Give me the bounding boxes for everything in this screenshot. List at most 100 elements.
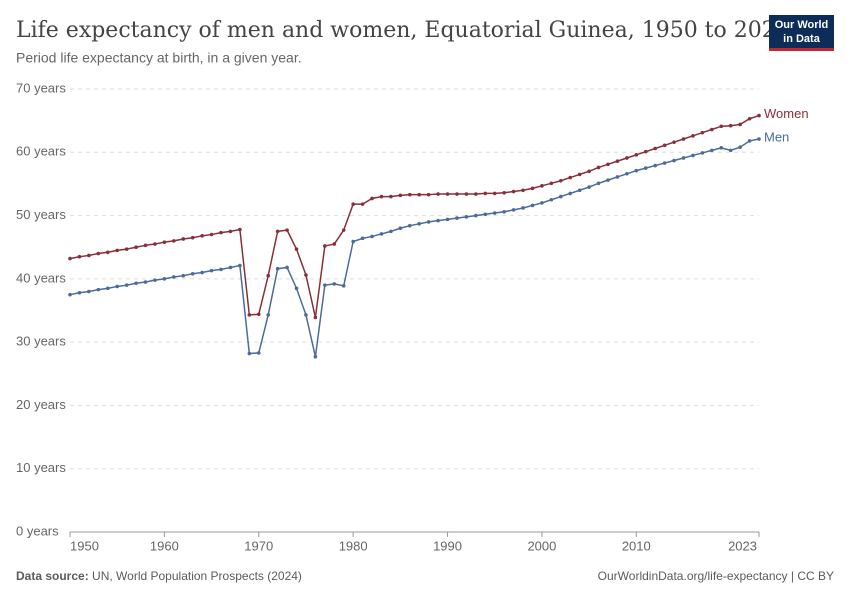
data-point <box>577 172 582 177</box>
data-point <box>719 124 724 129</box>
data-point <box>341 228 346 232</box>
data-point <box>87 289 91 294</box>
data-point <box>209 232 214 237</box>
data-point <box>153 242 157 246</box>
data-point <box>426 192 431 197</box>
data-point <box>691 134 695 138</box>
data-point <box>502 209 506 214</box>
data-point <box>181 273 186 278</box>
data-point <box>568 175 573 180</box>
data-point <box>247 351 252 356</box>
data-point <box>285 228 289 232</box>
data-point <box>681 156 686 160</box>
data-point <box>455 216 459 220</box>
data-point <box>370 234 374 239</box>
data-point <box>615 175 620 179</box>
data-point <box>351 202 355 206</box>
data-point <box>700 130 705 135</box>
data-point <box>606 162 610 167</box>
data-point <box>162 240 167 244</box>
data-point <box>398 226 403 231</box>
y-tick-label: 50 years <box>16 207 66 222</box>
data-point <box>370 196 374 201</box>
data-point <box>285 265 289 270</box>
logo-text: in Data <box>783 33 821 45</box>
data-point <box>323 283 327 287</box>
data-point <box>407 192 412 197</box>
data-point <box>483 212 488 217</box>
data-point <box>426 220 431 224</box>
series-line <box>69 138 760 357</box>
data-point <box>455 192 459 196</box>
data-point <box>332 242 337 246</box>
data-point <box>549 181 554 186</box>
data-point <box>332 282 337 286</box>
data-point <box>710 127 714 132</box>
data-point <box>719 146 724 150</box>
data-point <box>209 268 214 273</box>
data-point <box>474 192 478 196</box>
data-point <box>379 194 384 199</box>
chart-subtitle: Period life expectancy at birth, in a gi… <box>16 50 302 66</box>
data-point <box>323 244 327 248</box>
data-point <box>681 137 686 141</box>
data-point <box>625 156 629 160</box>
data-point <box>124 283 129 287</box>
data-point <box>266 313 271 317</box>
data-point <box>275 229 280 234</box>
data-point <box>606 178 610 182</box>
data-point <box>304 313 308 317</box>
data-point <box>105 250 110 255</box>
x-tick-label: 1960 <box>150 538 179 553</box>
data-point <box>153 278 157 282</box>
logo-stripe <box>769 48 834 51</box>
data-point <box>115 284 119 289</box>
data-point <box>294 247 299 251</box>
x-tick-label: 1980 <box>339 538 368 553</box>
data-point <box>474 213 478 218</box>
data-point <box>653 146 657 151</box>
data-point <box>728 123 733 128</box>
data-point <box>417 192 422 197</box>
data-point <box>360 202 365 206</box>
data-point <box>596 181 601 186</box>
x-tick-label: 2023 <box>728 538 757 553</box>
data-point <box>568 191 573 196</box>
data-point <box>540 201 544 205</box>
data-point <box>483 191 488 196</box>
data-point <box>728 148 733 153</box>
series-label: Women <box>764 106 809 121</box>
y-tick-label: 30 years <box>16 334 66 349</box>
data-point <box>219 230 223 235</box>
data-point <box>96 251 101 256</box>
data-point <box>200 270 204 275</box>
data-point <box>407 223 412 228</box>
y-tick-label: 10 years <box>16 460 66 475</box>
data-point <box>389 194 393 199</box>
data-point <box>710 148 714 153</box>
data-point <box>96 287 101 292</box>
y-tick-label: 20 years <box>16 397 66 412</box>
series-line <box>69 114 760 318</box>
data-point <box>190 235 195 240</box>
y-tick-label: 60 years <box>16 144 66 159</box>
data-point <box>700 151 705 155</box>
data-point <box>200 234 204 238</box>
data-point <box>313 315 318 320</box>
data-point <box>228 265 233 270</box>
data-point <box>77 254 82 259</box>
data-point <box>124 247 129 251</box>
data-point <box>558 194 563 199</box>
data-point <box>389 229 393 234</box>
source-label: Data source: <box>16 569 89 583</box>
y-tick-label: 70 years <box>16 80 66 95</box>
data-point <box>634 168 639 173</box>
data-point <box>643 166 648 170</box>
data-point <box>266 273 271 278</box>
data-point <box>540 184 544 188</box>
data-point <box>549 197 554 202</box>
data-point <box>68 256 72 261</box>
data-point <box>757 113 761 118</box>
data-point <box>379 232 384 236</box>
